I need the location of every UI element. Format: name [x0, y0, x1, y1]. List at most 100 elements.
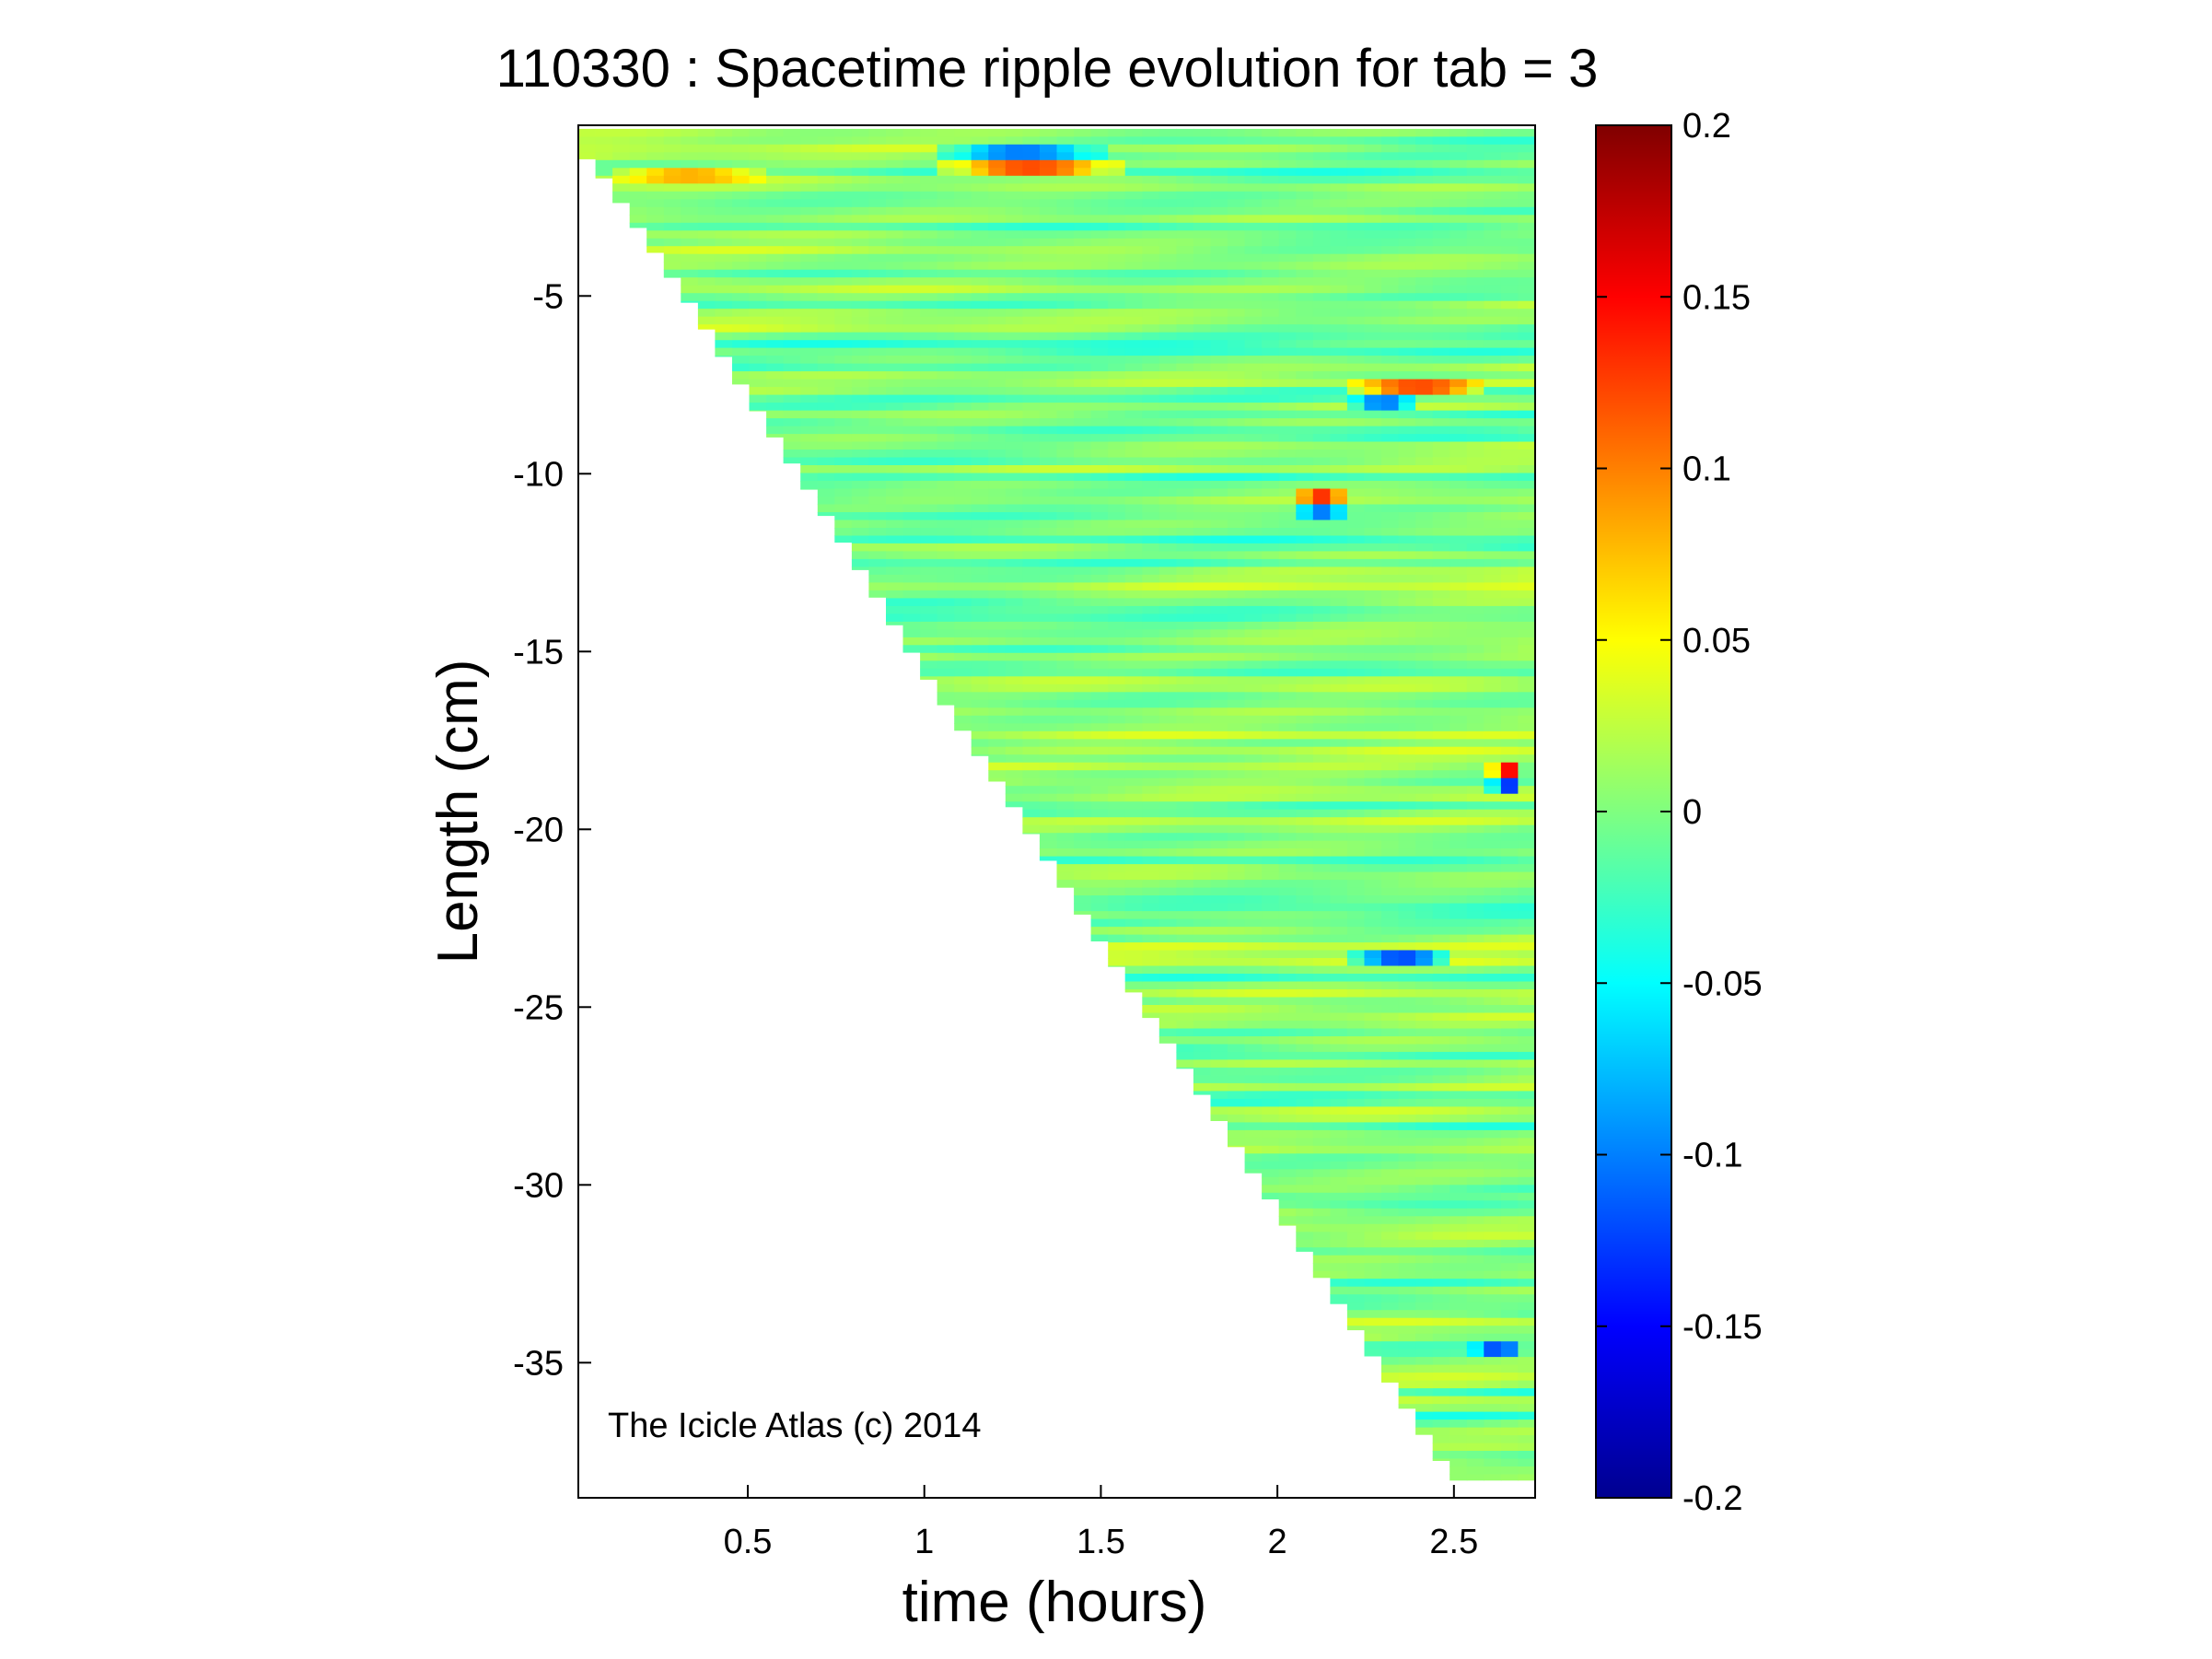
heatmap-cell: [1364, 418, 1382, 427]
heatmap-cell: [954, 465, 972, 474]
heatmap-cell: [681, 262, 699, 271]
heatmap-cell: [1244, 175, 1263, 184]
heatmap-cell: [937, 238, 955, 247]
heatmap-cell: [1262, 942, 1280, 952]
heatmap-cell: [1244, 520, 1263, 529]
heatmap-cell: [1074, 488, 1092, 497]
heatmap-cell: [902, 645, 921, 653]
heatmap-cell: [1074, 840, 1092, 849]
heatmap-cell: [1142, 683, 1160, 693]
heatmap-cell: [1193, 262, 1212, 271]
heatmap-cell: [1449, 1161, 1468, 1170]
heatmap-cell: [834, 324, 853, 333]
heatmap-cell: [1296, 159, 1314, 169]
heatmap-cell: [1005, 246, 1023, 255]
heatmap-cell: [1296, 871, 1314, 881]
heatmap-cell: [1278, 512, 1297, 521]
heatmap-cell: [1484, 293, 1502, 302]
heatmap-cell: [1278, 1114, 1297, 1123]
heatmap-cell: [1108, 387, 1126, 396]
heatmap-cell: [1193, 285, 1212, 294]
heatmap-cell: [1346, 997, 1366, 1006]
heatmap-cell: [1228, 1067, 1246, 1076]
heatmap-cell: [1381, 1059, 1400, 1069]
heatmap-cell: [1296, 1021, 1314, 1030]
heatmap-cell: [595, 168, 613, 177]
heatmap-cell: [920, 426, 938, 435]
heatmap-cell: [1090, 871, 1109, 881]
heatmap-cell: [1449, 277, 1468, 286]
heatmap-cell: [817, 410, 835, 419]
heatmap-cell: [1398, 253, 1416, 263]
heatmap-cell: [1228, 754, 1246, 764]
heatmap-cell: [1484, 903, 1502, 912]
heatmap-cell: [1466, 558, 1484, 567]
heatmap-cell: [595, 152, 613, 161]
heatmap-cell: [1244, 668, 1263, 677]
heatmap-cell: [1381, 668, 1400, 677]
heatmap-cell: [1432, 817, 1450, 826]
heatmap-cell: [1193, 786, 1212, 795]
heatmap-cell: [1210, 363, 1228, 372]
heatmap-cell: [834, 497, 853, 506]
heatmap-cell: [851, 528, 870, 537]
heatmap-cell: [886, 246, 904, 255]
heatmap-cell: [1176, 793, 1194, 802]
heatmap-cell: [1415, 168, 1434, 177]
heatmap-cell: [1056, 652, 1075, 661]
heatmap-cell: [1296, 723, 1314, 732]
heatmap-cell: [1210, 942, 1228, 952]
heatmap-cell: [1244, 340, 1263, 349]
heatmap-cell: [1415, 340, 1434, 349]
heatmap-cell: [1346, 1082, 1366, 1092]
heatmap-cell: [1090, 394, 1109, 403]
heatmap-cell: [937, 551, 955, 560]
heatmap-cell: [1228, 1005, 1246, 1014]
heatmap-cell: [1346, 1232, 1366, 1241]
heatmap-cell: [1500, 379, 1519, 388]
heatmap-cell: [800, 434, 819, 443]
heatmap-cell: [1193, 465, 1212, 474]
heatmap-cell: [1005, 730, 1023, 740]
heatmap-cell: [1484, 488, 1502, 497]
heatmap-cell: [868, 582, 887, 591]
heatmap-cell: [1330, 645, 1348, 654]
heatmap-cell: [1312, 300, 1331, 310]
heatmap-cell: [1228, 253, 1246, 263]
heatmap-cell: [1330, 1075, 1348, 1084]
heatmap-cell: [1330, 1082, 1348, 1092]
heatmap-cell: [1244, 692, 1263, 701]
heatmap-cell: [1364, 637, 1382, 646]
heatmap-cell: [1262, 551, 1280, 560]
heatmap-cell: [1346, 520, 1366, 529]
heatmap-cell: [1176, 403, 1194, 412]
heatmap-cell: [1466, 574, 1484, 583]
heatmap-cell: [1108, 903, 1126, 912]
heatmap-cell: [800, 488, 819, 490]
heatmap-cell: [1193, 309, 1212, 318]
heatmap-cell: [1244, 1051, 1263, 1060]
heatmap-cell: [1090, 652, 1109, 661]
heatmap-cell: [1500, 285, 1519, 294]
heatmap-cell: [1193, 942, 1212, 952]
heatmap-cell: [1193, 856, 1212, 865]
heatmap-cell: [1022, 159, 1041, 169]
heatmap-cell: [1364, 206, 1382, 216]
heatmap-cell: [971, 528, 989, 537]
heatmap-cell: [851, 371, 870, 380]
heatmap-cell: [1432, 324, 1450, 333]
heatmap-cell: [817, 356, 835, 365]
heatmap-cell: [1176, 598, 1194, 607]
heatmap-cell: [1193, 668, 1212, 677]
heatmap-cell: [1346, 394, 1366, 403]
heatmap-cell: [766, 144, 785, 153]
heatmap-cell: [1176, 324, 1194, 333]
heatmap-cell: [1108, 598, 1126, 607]
heatmap-cell: [988, 637, 1007, 646]
heatmap-cell: [1466, 1044, 1484, 1053]
heatmap-cell: [886, 199, 904, 208]
heatmap-cell: [988, 621, 1007, 630]
heatmap-cell: [1381, 1036, 1400, 1046]
heatmap-cell: [1330, 535, 1348, 544]
heatmap-cell: [1484, 1216, 1502, 1225]
